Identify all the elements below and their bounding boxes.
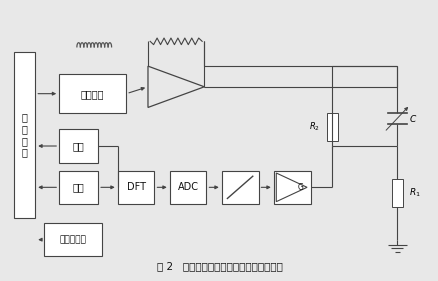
Text: $C$: $C$ bbox=[408, 113, 417, 124]
Bar bbox=[59, 130, 98, 162]
Text: 载波发生: 载波发生 bbox=[81, 89, 104, 99]
Text: 图 2   电容式传感器数字化检测接口原理图: 图 2 电容式传感器数字化检测接口原理图 bbox=[156, 261, 282, 271]
Text: DFT: DFT bbox=[126, 182, 145, 192]
Text: ADC: ADC bbox=[177, 182, 198, 192]
Text: 温度传感器: 温度传感器 bbox=[60, 235, 86, 244]
Text: 虚部: 虚部 bbox=[73, 182, 84, 192]
Bar bbox=[391, 179, 402, 207]
Bar bbox=[117, 171, 154, 204]
Bar bbox=[59, 171, 98, 204]
Bar bbox=[273, 171, 310, 204]
Bar bbox=[221, 171, 258, 204]
Bar bbox=[59, 74, 126, 113]
Text: 实部: 实部 bbox=[73, 141, 84, 151]
Bar bbox=[326, 113, 337, 140]
Text: 微
控
制
器: 微 控 制 器 bbox=[21, 113, 27, 157]
Bar bbox=[169, 171, 206, 204]
Text: $R_2$: $R_2$ bbox=[309, 121, 320, 133]
Text: G: G bbox=[297, 183, 303, 192]
Bar bbox=[14, 52, 35, 217]
Bar bbox=[44, 223, 102, 256]
Text: $R_1$: $R_1$ bbox=[408, 187, 420, 199]
